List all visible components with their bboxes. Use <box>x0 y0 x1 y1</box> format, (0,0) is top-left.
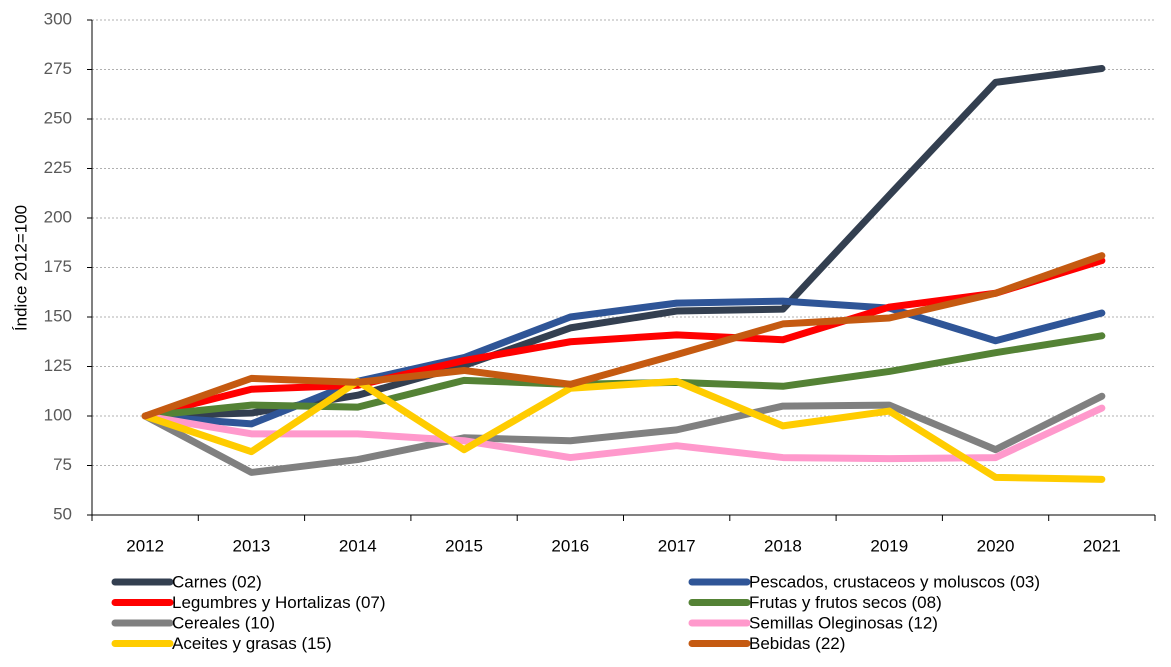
series-line <box>141 377 1106 483</box>
x-tick-label: 2020 <box>977 536 1015 555</box>
series-line <box>141 252 1106 420</box>
y-tick-label: 100 <box>44 405 72 424</box>
y-tick-label: 300 <box>44 9 72 28</box>
legend-label: Aceites y grasas (15) <box>172 634 332 653</box>
x-tick-label: 2018 <box>764 536 802 555</box>
y-tick-label: 125 <box>44 356 72 375</box>
legend-label: Frutas y frutos secos (08) <box>749 593 942 612</box>
x-tick-label: 2014 <box>339 536 377 555</box>
x-tick-label: 2013 <box>233 536 271 555</box>
y-tick-label: 75 <box>53 455 72 474</box>
series-line <box>141 404 1106 463</box>
x-tick-label: 2016 <box>551 536 589 555</box>
legend-label: Pescados, crustaceos y moluscos (03) <box>749 572 1040 591</box>
series-line <box>141 332 1106 420</box>
series-line <box>141 392 1106 476</box>
legend-label: Semillas Oleginosas (12) <box>749 613 938 632</box>
x-tick-label: 2021 <box>1083 536 1121 555</box>
y-tick-label: 200 <box>44 207 72 226</box>
legend-label: Bebidas (22) <box>749 634 845 653</box>
y-tick-label: 50 <box>53 504 72 523</box>
series-line <box>141 257 1106 420</box>
y-axis-label: Índice 2012=100 <box>11 205 30 331</box>
y-tick-label: 225 <box>44 158 72 177</box>
series-line <box>141 65 1106 420</box>
x-tick-label: 2012 <box>126 536 164 555</box>
legend-label: Cereales (10) <box>172 613 275 632</box>
x-tick-label: 2017 <box>658 536 696 555</box>
legend-label: Legumbres y Hortalizas (07) <box>172 593 386 612</box>
legend-label: Carnes (02) <box>172 572 262 591</box>
y-tick-label: 175 <box>44 257 72 276</box>
y-tick-label: 250 <box>44 108 72 127</box>
y-tick-label: 275 <box>44 59 72 78</box>
x-tick-label: 2019 <box>870 536 908 555</box>
y-tick-label: 150 <box>44 306 72 325</box>
x-tick-label: 2015 <box>445 536 483 555</box>
